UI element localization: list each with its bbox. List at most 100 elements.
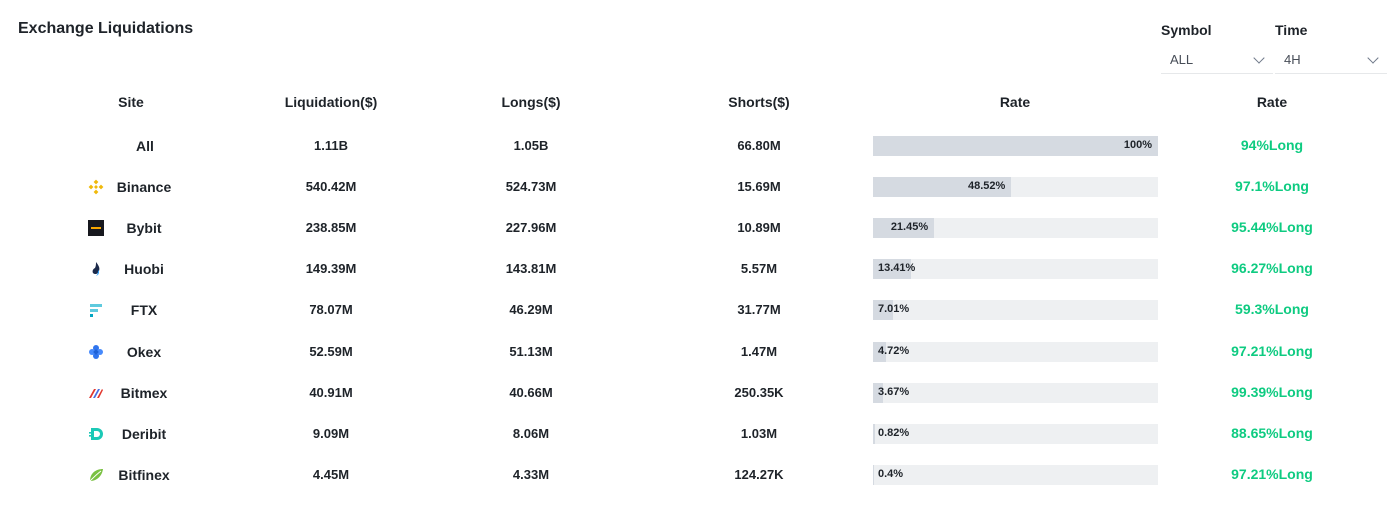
site-cell: Huobi (88, 258, 184, 280)
shorts-cell: 1.47M (740, 344, 778, 359)
column-header-rate-bar: Rate (999, 94, 1031, 110)
rate-long-cell: 88.65%Long (1231, 425, 1313, 441)
rate-bar-fill (873, 136, 1158, 156)
site-name: Deribit (121, 426, 167, 442)
column-header-shorts: Shorts($) (728, 94, 790, 110)
chevron-down-icon (1367, 51, 1379, 64)
longs-cell: 1.05B (513, 138, 549, 153)
shorts-cell: 10.89M (737, 220, 781, 235)
shorts-cell: 124.27K (734, 467, 784, 482)
rate-long-cell: 97.21%Long (1231, 343, 1313, 359)
rate-long-cell: 96.27%Long (1231, 260, 1313, 276)
column-header-site: Site (118, 94, 144, 110)
symbol-select[interactable]: ALL (1161, 46, 1273, 74)
site-name: Bitmex (120, 385, 168, 401)
symbol-filter: Symbol ALL (1161, 22, 1273, 74)
liquidation-cell: 238.85M (305, 220, 357, 235)
longs-cell: 51.13M (509, 344, 553, 359)
rate-bar: 0.4% (873, 465, 1158, 485)
rate-bar-label: 7.01% (878, 303, 910, 315)
bybit-icon (88, 220, 104, 236)
liquidation-cell: 40.91M (309, 385, 353, 400)
site-cell: All (120, 135, 170, 157)
rate-long-cell: 97.21%Long (1231, 466, 1313, 482)
shorts-cell: 66.80M (737, 138, 781, 153)
site-name: Bybit (126, 220, 162, 236)
column-header-liquidation: Liquidation($) (284, 94, 378, 110)
shorts-cell: 1.03M (740, 426, 778, 441)
table-row: Deribit 9.09M 8.06M 1.03M 0.82% 88.65%Long (0, 423, 1398, 445)
rate-bar: 3.67% (873, 383, 1158, 403)
time-filter: Time 4H (1275, 22, 1387, 74)
table-row: All 1.11B 1.05B 66.80M 100% 94%Long (0, 135, 1398, 157)
site-name: Okex (126, 344, 162, 360)
longs-cell: 143.81M (505, 261, 557, 276)
site-name: Huobi (124, 261, 164, 277)
rate-bar-label: 0.82% (878, 427, 910, 439)
symbol-select-value: ALL (1170, 52, 1194, 67)
rate-bar-label: 3.67% (878, 386, 910, 398)
deribit-icon (88, 426, 104, 442)
liquidation-cell: 4.45M (312, 467, 350, 482)
liquidation-cell: 540.42M (305, 179, 357, 194)
table-row: Bitfinex 4.45M 4.33M 124.27K 0.4% 97.21%Long (0, 464, 1398, 486)
rate-bar-label: 0.4% (878, 468, 904, 480)
rate-bar-label: 21.45% (890, 221, 929, 233)
rate-long-cell: 99.39%Long (1231, 384, 1313, 400)
rate-bar: 4.72% (873, 342, 1158, 362)
rate-bar-fill (873, 218, 935, 238)
rate-bar-fill (873, 259, 912, 279)
rate-bar-label: 48.52% (967, 180, 1006, 192)
bitfinex-icon (88, 467, 104, 483)
site-name: Bitfinex (118, 467, 170, 483)
rate-bar-fill (873, 465, 875, 485)
liquidation-cell: 9.09M (312, 426, 350, 441)
rate-bar-fill (873, 342, 887, 362)
longs-cell: 524.73M (505, 179, 557, 194)
longs-cell: 8.06M (512, 426, 550, 441)
rate-bar-fill (873, 177, 1012, 197)
site-cell: Okex (88, 341, 184, 363)
table-row: Bitmex 40.91M 40.66M 250.35K 3.67% 99.39%Long (0, 382, 1398, 404)
rate-long-cell: 59.3%Long (1235, 301, 1309, 317)
table-header: Site Liquidation($) Longs($) Shorts($) R… (0, 94, 1398, 114)
site-cell: Bitmex (88, 382, 184, 404)
shorts-cell: 250.35K (734, 385, 784, 400)
rate-bar-label: 100% (1123, 139, 1152, 151)
rate-bar: 100% (873, 136, 1158, 156)
column-header-longs: Longs($) (501, 94, 561, 110)
rate-bar: 0.82% (873, 424, 1158, 444)
site-cell: Bybit (88, 217, 184, 239)
site-cell: Binance (88, 176, 184, 198)
rate-bar: 48.52% (873, 177, 1158, 197)
longs-cell: 40.66M (509, 385, 553, 400)
table-row: Okex 52.59M 51.13M 1.47M 4.72% 97.21%Long (0, 341, 1398, 363)
site-cell: FTX (88, 299, 184, 321)
page-title: Exchange Liquidations (18, 20, 194, 37)
shorts-cell: 15.69M (737, 179, 781, 194)
rate-bar: 21.45% (873, 218, 1158, 238)
time-filter-label: Time (1275, 22, 1308, 38)
time-select[interactable]: 4H (1275, 46, 1387, 74)
rate-bar-fill (873, 424, 876, 444)
table-row: Huobi 149.39M 143.81M 5.57M 13.41% 96.27%Long (0, 258, 1398, 280)
okex-icon (88, 344, 104, 360)
site-name: All (136, 138, 154, 154)
site-cell: Deribit (88, 423, 184, 445)
column-header-rate: Rate (1256, 94, 1288, 110)
liquidation-cell: 149.39M (305, 261, 357, 276)
site-cell: Bitfinex (88, 464, 184, 486)
table-row: Bybit 238.85M 227.96M 10.89M 21.45% 95.44%Lon… (0, 217, 1398, 239)
liquidation-cell: 52.59M (309, 344, 353, 359)
rate-bar-label: 13.41% (878, 262, 916, 274)
binance-icon (88, 179, 104, 195)
table-row: FTX 78.07M 46.29M 31.77M 7.01% 59.3%Long (0, 299, 1398, 321)
table-row: Binance 540.42M 524.73M 15.69M 48.52% 97.1%Lo… (0, 176, 1398, 198)
rate-bar: 7.01% (873, 300, 1158, 320)
rate-long-cell: 95.44%Long (1231, 219, 1313, 235)
rate-bar: 13.41% (873, 259, 1158, 279)
rate-bar-label: 4.72% (878, 345, 910, 357)
site-name: FTX (130, 302, 158, 318)
liquidation-cell: 1.11B (314, 138, 348, 153)
shorts-cell: 31.77M (737, 302, 781, 317)
